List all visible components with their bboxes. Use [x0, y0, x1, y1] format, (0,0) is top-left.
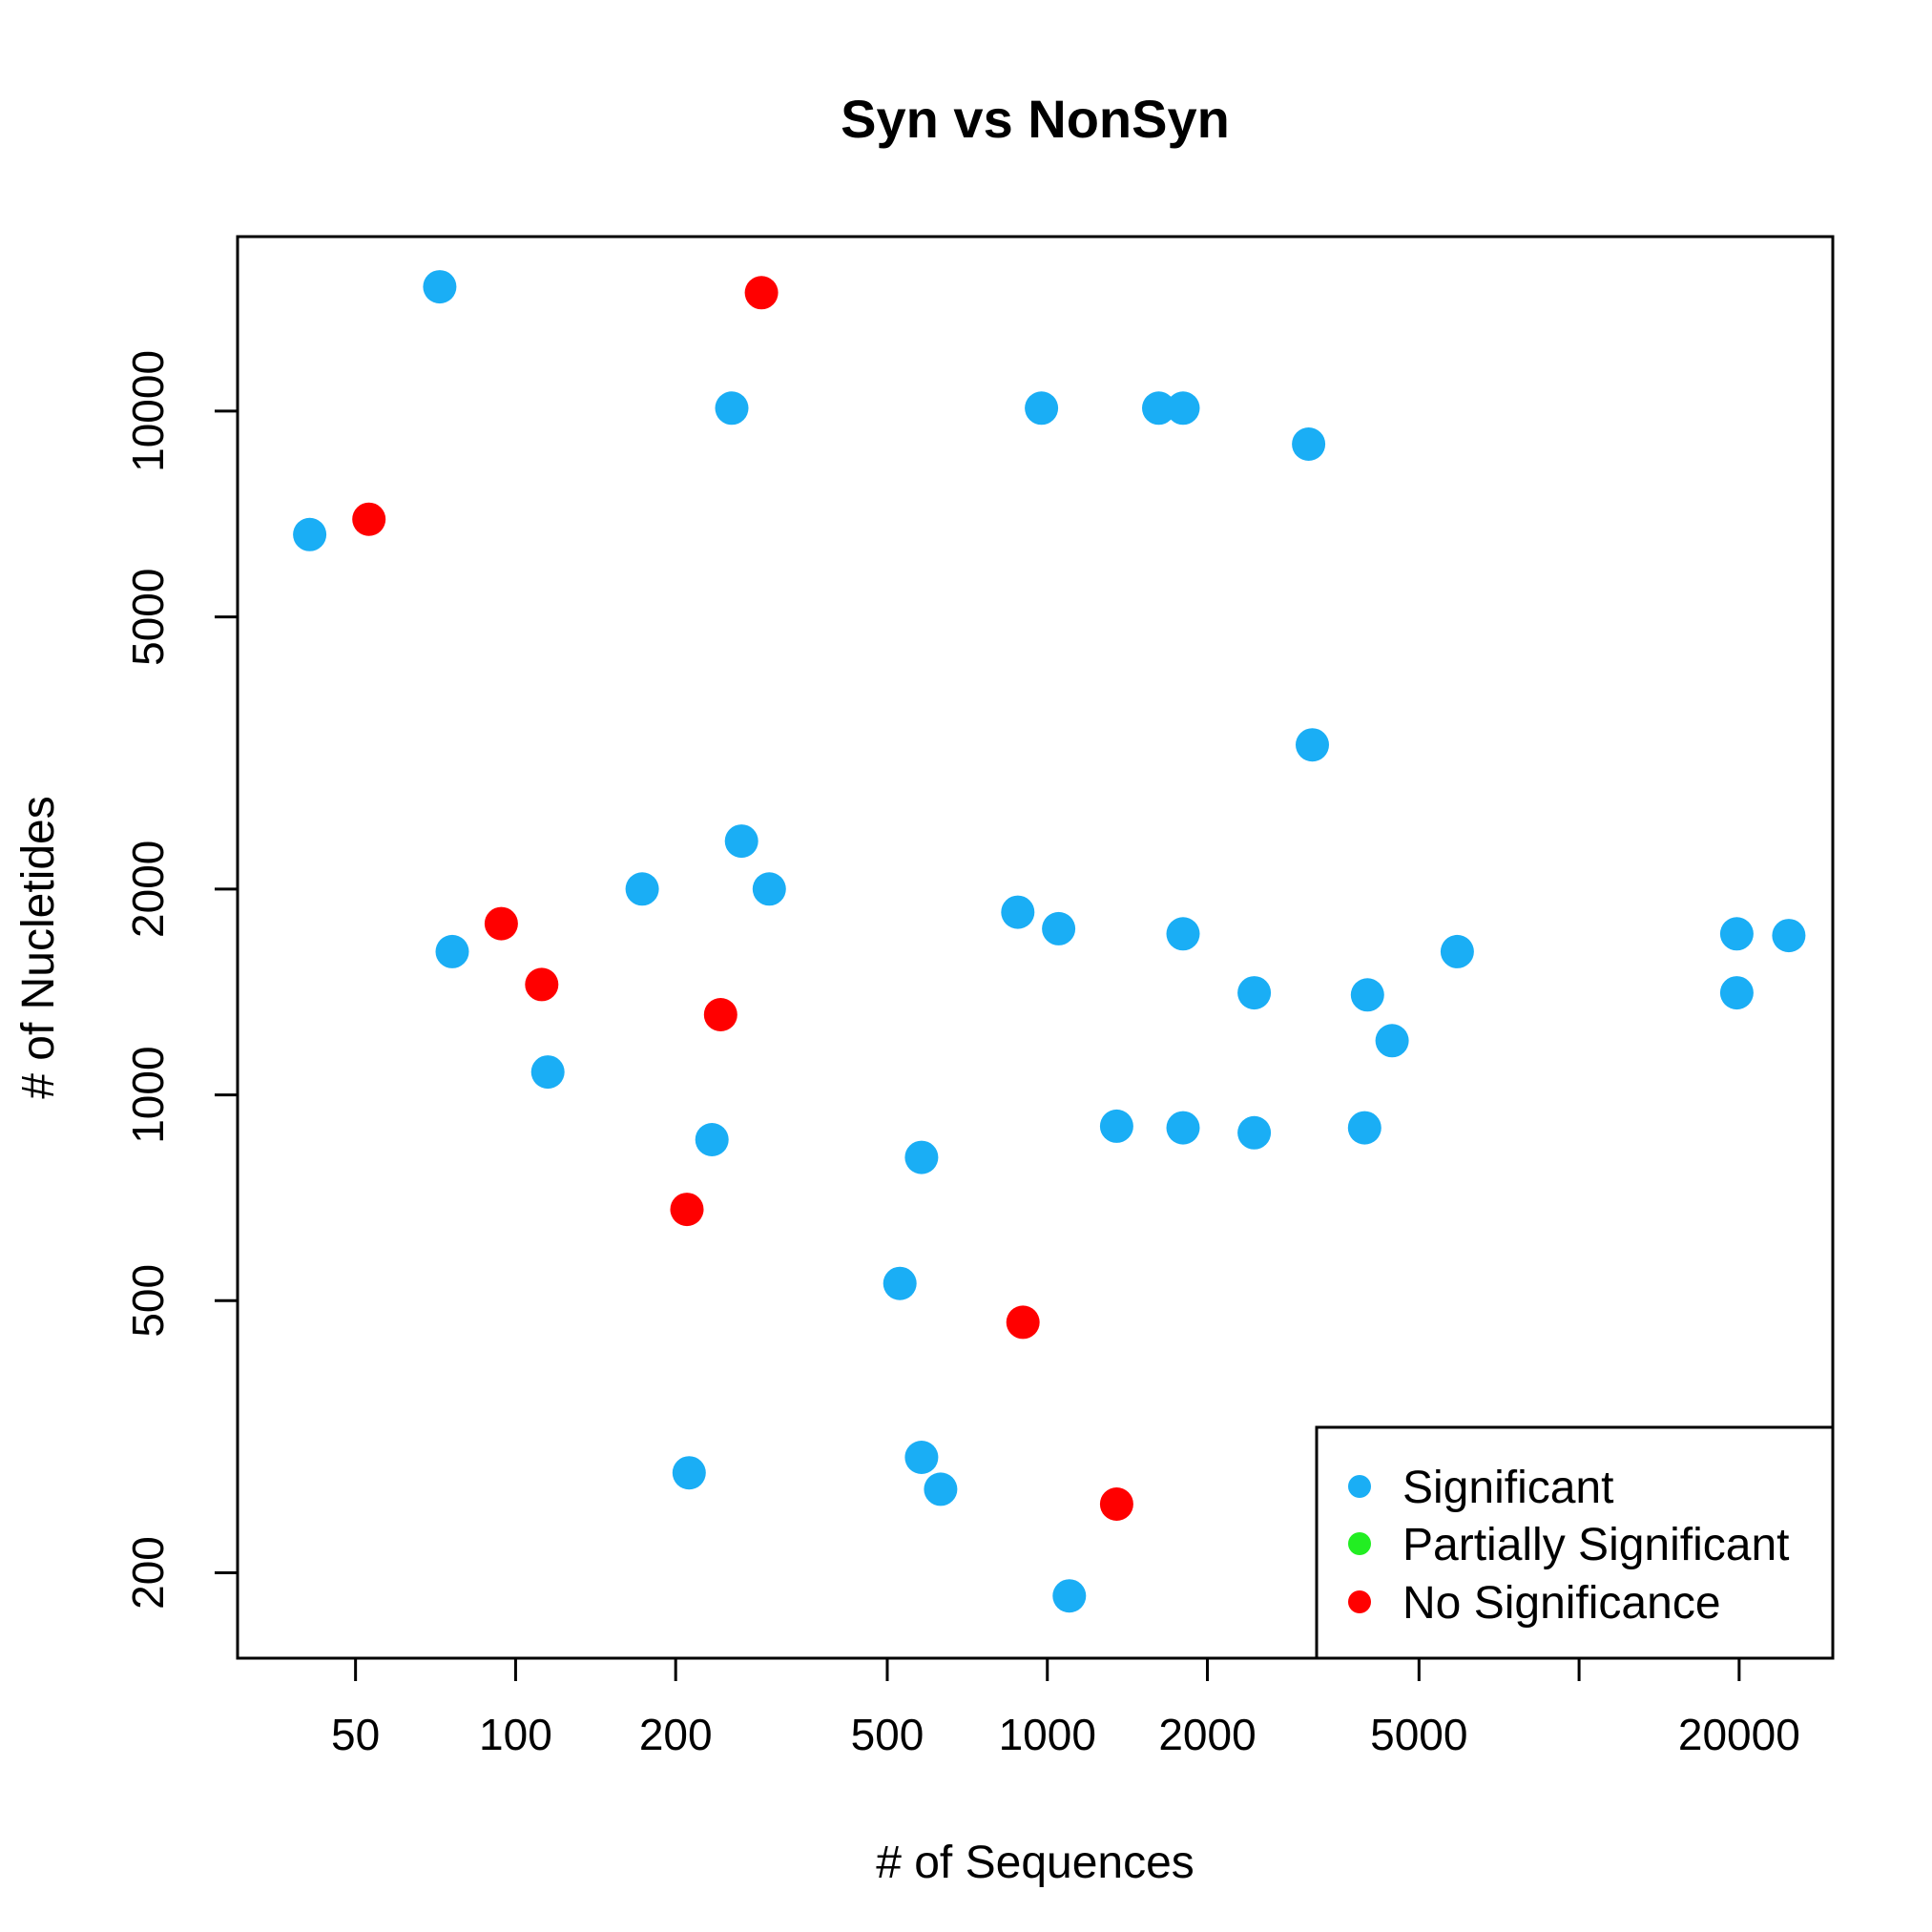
point-significant-19 — [1142, 391, 1175, 426]
legend-marker-significant — [1348, 1475, 1371, 1498]
point-significant-23 — [1237, 976, 1272, 1010]
x-tick-label-20000: 20000 — [1678, 1710, 1800, 1759]
point-significant-11 — [904, 1441, 939, 1474]
x-axis-label: # of Sequences — [876, 1838, 1195, 1888]
point-significant-0 — [293, 517, 327, 551]
point-significant-25 — [1292, 427, 1326, 461]
point-significant-13 — [924, 1472, 958, 1506]
point-significant-28 — [1350, 978, 1384, 1012]
x-tick-label-200: 200 — [639, 1710, 713, 1759]
plot-frame — [236, 235, 1835, 1660]
point-significant-15 — [1025, 391, 1059, 426]
point-significant-14 — [1001, 895, 1035, 929]
x-tick-label-5000: 5000 — [1370, 1710, 1467, 1759]
y-tick-label-10000: 10000 — [123, 350, 173, 472]
point-no-significance-6 — [1006, 1305, 1040, 1340]
point-significant-10 — [883, 1266, 917, 1300]
point-significant-3 — [530, 1055, 565, 1090]
y-tick-label-1000: 1000 — [123, 1046, 173, 1143]
point-no-significance-2 — [525, 967, 559, 1002]
point-significant-24 — [1237, 1115, 1272, 1150]
x-tick-label-1000: 1000 — [999, 1710, 1096, 1759]
y-tick-label-500: 500 — [123, 1264, 173, 1338]
point-significant-32 — [1719, 976, 1754, 1010]
x-tick-label-100: 100 — [479, 1710, 552, 1759]
y-tick-label-5000: 5000 — [123, 569, 173, 666]
legend-marker-no-significance — [1348, 1590, 1371, 1613]
point-significant-18 — [1099, 1109, 1133, 1143]
y-tick-label-200: 200 — [123, 1536, 173, 1610]
point-significant-7 — [715, 391, 749, 426]
point-significant-5 — [672, 1456, 706, 1490]
legend: Significant Partially Significant No Signi… — [1315, 1425, 1835, 1660]
point-significant-16 — [1042, 911, 1076, 945]
legend-marker-partially-significant — [1348, 1532, 1371, 1555]
point-significant-30 — [1440, 934, 1474, 968]
y-tick-label-2000: 2000 — [123, 841, 173, 938]
point-significant-27 — [1347, 1111, 1381, 1145]
chart-title: Syn vs NonSyn — [841, 89, 1230, 149]
point-significant-31 — [1719, 917, 1754, 951]
y-axis: 200 500 1000 2000 5000 10000 — [123, 350, 238, 1610]
x-axis: 50 100 200 500 1000 2000 5000 20000 — [331, 1658, 1800, 1759]
point-significant-33 — [1772, 919, 1806, 953]
y-axis-label: # of Nucletides — [13, 796, 64, 1099]
point-no-significance-1 — [484, 906, 518, 941]
x-tick-label-2000: 2000 — [1158, 1710, 1256, 1759]
point-significant-12 — [904, 1140, 939, 1174]
legend-box — [1315, 1425, 1835, 1660]
x-tick-label-50: 50 — [331, 1710, 380, 1759]
point-no-significance-7 — [1099, 1487, 1133, 1521]
legend-label-no-significance: No Significance — [1402, 1578, 1721, 1629]
point-significant-22 — [1166, 1111, 1200, 1145]
legend-label-significant: Significant — [1402, 1463, 1613, 1513]
point-significant-26 — [1296, 728, 1329, 762]
legend-label-partially-significant: Partially Significant — [1402, 1520, 1790, 1570]
point-significant-6 — [695, 1123, 729, 1156]
point-significant-21 — [1166, 917, 1200, 951]
point-significant-8 — [724, 824, 758, 859]
point-significant-9 — [752, 872, 786, 906]
point-significant-2 — [435, 934, 469, 968]
point-significant-4 — [625, 872, 659, 906]
x-tick-label-500: 500 — [851, 1710, 924, 1759]
point-significant-29 — [1375, 1024, 1409, 1058]
point-significant-20 — [1166, 391, 1200, 426]
data-points — [293, 270, 1806, 1613]
point-significant-17 — [1052, 1579, 1087, 1613]
point-no-significance-3 — [670, 1193, 704, 1227]
point-no-significance-4 — [703, 998, 737, 1031]
point-no-significance-0 — [352, 502, 386, 536]
point-no-significance-5 — [744, 276, 779, 310]
point-significant-1 — [423, 270, 457, 304]
